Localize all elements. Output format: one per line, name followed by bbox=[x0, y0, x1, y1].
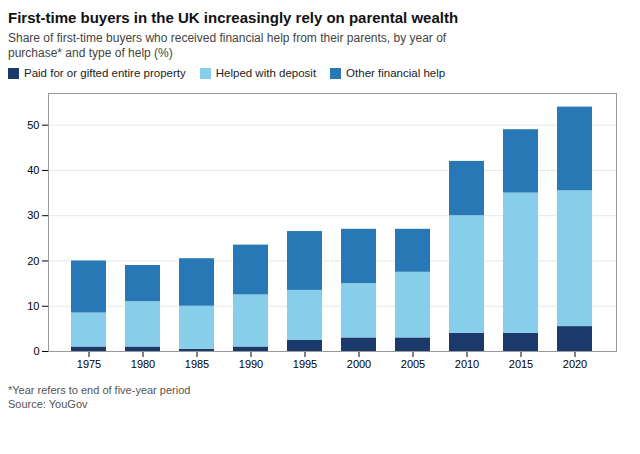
svg-text:1990: 1990 bbox=[239, 358, 263, 370]
svg-text:2005: 2005 bbox=[401, 358, 425, 370]
svg-text:2010: 2010 bbox=[455, 358, 479, 370]
svg-text:1980: 1980 bbox=[131, 358, 155, 370]
svg-text:40: 40 bbox=[27, 164, 39, 176]
svg-text:0: 0 bbox=[33, 345, 39, 357]
svg-text:10: 10 bbox=[27, 300, 39, 312]
html-text:Other financial help: Other financial help bbox=[346, 67, 446, 79]
svg-text:2000: 2000 bbox=[347, 358, 371, 370]
svg-text:20: 20 bbox=[27, 254, 39, 266]
html-text:*Year refers to end of five-ye: *Year refers to end of five-year period … bbox=[8, 384, 191, 410]
svg-text:50: 50 bbox=[27, 119, 39, 131]
svg-text:30: 30 bbox=[27, 209, 39, 221]
svg-text:1995: 1995 bbox=[293, 358, 317, 370]
svg-text:1985: 1985 bbox=[185, 358, 209, 370]
html-text:First-time buyers in the UK in: First-time buyers in the UK increasingly… bbox=[8, 9, 459, 26]
svg-text:2020: 2020 bbox=[563, 358, 587, 370]
svg-text:2015: 2015 bbox=[509, 358, 533, 370]
html-text:Share of first-time buyers who: Share of first-time buyers who received … bbox=[8, 31, 447, 60]
svg-text:1975: 1975 bbox=[77, 358, 101, 370]
html-text:Paid for or gifted entire prop: Paid for or gifted entire property bbox=[24, 67, 186, 79]
html-text:Helped with deposit: Helped with deposit bbox=[215, 67, 317, 79]
